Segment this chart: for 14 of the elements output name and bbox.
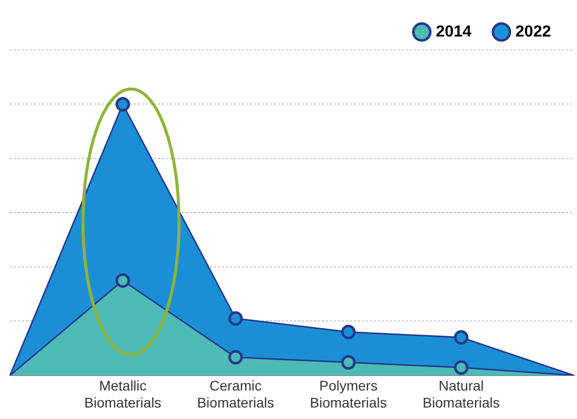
point <box>228 350 243 364</box>
point <box>341 324 356 340</box>
point <box>228 311 243 326</box>
x-tick-label: Natural Biomaterials <box>422 378 500 410</box>
x-tick-label: Polymers Biomaterials <box>310 378 387 410</box>
point <box>116 96 130 112</box>
point <box>454 360 468 375</box>
point <box>454 330 468 345</box>
x-tick-label: Ceramic Biomaterials <box>197 378 274 410</box>
point <box>116 273 130 288</box>
point <box>341 355 356 370</box>
legend-label: 2014 <box>436 23 472 40</box>
x-tick-label: Metallic Biomaterials <box>84 378 162 410</box>
legend-label: 2022 <box>515 23 552 40</box>
